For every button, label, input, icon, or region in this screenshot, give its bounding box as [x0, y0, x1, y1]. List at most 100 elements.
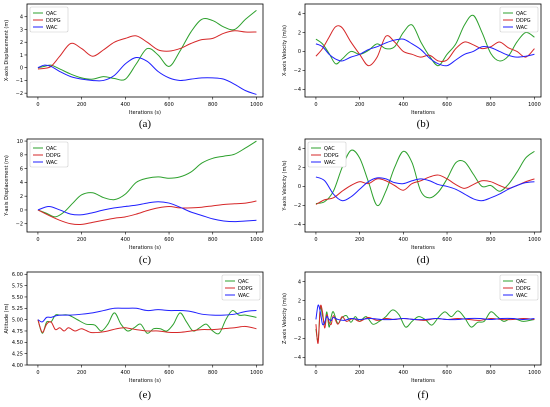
legend-label: QAC: [238, 279, 249, 285]
legend-label: DDPG: [238, 286, 253, 292]
x-tick-label: 200: [355, 237, 365, 243]
legend-label: DDPG: [324, 153, 339, 159]
y-tick-label: −2: [16, 91, 23, 97]
y-tick-label: 4: [298, 146, 301, 152]
y-tick-label: 0: [298, 49, 301, 55]
y-tick-label: 5.25: [12, 306, 23, 312]
series-line-wac: [315, 38, 535, 67]
x-tick-label: 200: [77, 102, 87, 108]
y-tick-label: 4: [298, 279, 301, 285]
x-tick-label: 1000: [528, 237, 541, 243]
legend-label: DDPG: [516, 286, 531, 292]
series-line-qac: [315, 14, 535, 67]
series-group: [37, 9, 257, 95]
y-tick-label: 5.50: [12, 295, 23, 301]
series-line-ddpg: [315, 304, 535, 344]
y-tick-label: 0: [298, 317, 301, 323]
panel-label: (d): [417, 254, 430, 266]
x-tick-label: 200: [77, 237, 87, 243]
y-tick-label: 4.75: [12, 329, 23, 335]
chart-panel-5: 0 200 400 600 800 1000 4.00 4.25 4.50 4.75 5.00 5.2…: [4, 271, 264, 401]
series-line-wac: [37, 56, 257, 95]
x-tick-label: 800: [486, 370, 496, 376]
x-tick-label: 400: [121, 237, 131, 243]
x-axis-label: Iterations: [411, 378, 435, 384]
chart-panel-1: 0 200 400 600 800 1000 −2 −1 0 1 2 3 4 Iterations (s)…: [4, 3, 264, 130]
x-tick-label: 600: [442, 102, 452, 108]
series-line-ddpg: [37, 30, 257, 70]
panel-label: (b): [417, 118, 430, 130]
x-tick-label: 600: [442, 237, 452, 243]
y-tick-label: −4: [294, 87, 301, 93]
y-tick-label: 0: [20, 65, 23, 71]
series-line-qac: [37, 140, 257, 218]
y-tick-label: 2: [298, 298, 301, 304]
y-axis-label: Altitude (m): [4, 304, 10, 334]
x-tick-label: 1000: [250, 102, 263, 108]
x-axis-label: Iterations: [411, 245, 435, 251]
y-tick-label: −2: [294, 336, 301, 342]
y-tick-label: 5.75: [12, 283, 23, 289]
legend-label: WAC: [46, 25, 58, 31]
y-tick-label: 4.25: [12, 351, 23, 357]
y-tick-label: −2: [16, 222, 23, 228]
y-tick-label: 2: [20, 40, 23, 46]
x-tick-label: 200: [77, 370, 87, 376]
y-tick-label: 5.00: [12, 317, 23, 323]
x-tick-label: 1000: [250, 237, 263, 243]
y-tick-label: −4: [294, 222, 301, 228]
y-axis-label: Y-axis Displacement (m): [4, 155, 10, 217]
series-group: [37, 307, 257, 335]
y-tick-label: 10: [17, 139, 23, 145]
legend-label: QAC: [46, 146, 57, 152]
y-axis-label: Y-axis Velocity (m/s): [282, 160, 288, 211]
series-group: [315, 14, 535, 67]
y-tick-label: 4.00: [12, 363, 23, 369]
x-tick-label: 1000: [250, 370, 263, 376]
y-tick-label: 0: [20, 208, 23, 214]
y-tick-label: −1: [16, 78, 23, 84]
chart-panel-3: 0 200 400 600 800 1000 −2 0 2 4 6 8 10 Iterations (s)…: [4, 138, 264, 266]
x-axis-label: Iterations (s): [129, 378, 161, 384]
x-axis-label: Iterations: [411, 110, 435, 116]
series-line-qac: [315, 149, 535, 207]
x-tick-label: 600: [164, 102, 174, 108]
x-tick-label: 0: [36, 237, 39, 243]
series-group: [315, 304, 535, 344]
x-tick-label: 800: [208, 370, 218, 376]
y-tick-label: 4: [20, 180, 23, 186]
x-tick-label: 0: [314, 102, 317, 108]
x-tick-label: 400: [121, 102, 131, 108]
y-axis-label: Z-axis Velocity (m/s): [282, 293, 288, 344]
y-tick-label: 4: [298, 11, 301, 17]
legend-label: WAC: [516, 293, 528, 299]
y-tick-label: 4.50: [12, 340, 23, 346]
x-tick-label: 200: [355, 102, 365, 108]
x-tick-label: 600: [164, 370, 174, 376]
x-tick-label: 0: [36, 370, 39, 376]
x-tick-label: 400: [121, 370, 131, 376]
series-line-wac: [315, 304, 535, 326]
series-group: [37, 140, 257, 226]
y-tick-label: 2: [298, 165, 301, 171]
y-tick-label: 3: [20, 27, 23, 33]
y-tick-label: 2: [20, 194, 23, 200]
series-line-qac: [37, 9, 257, 81]
panel-label: (a): [139, 118, 152, 130]
x-tick-label: 0: [314, 370, 317, 376]
x-tick-label: 800: [486, 237, 496, 243]
x-tick-label: 200: [355, 370, 365, 376]
legend-label: DDPG: [46, 153, 61, 159]
y-axis-label: X-axis Velocity (m/s): [282, 25, 288, 76]
x-axis-label: Iterations (s): [129, 245, 161, 251]
series-group: [315, 149, 535, 207]
x-tick-label: 800: [208, 102, 218, 108]
y-tick-label: −2: [294, 203, 301, 209]
x-tick-label: 1000: [528, 102, 541, 108]
y-tick-label: 4: [20, 15, 23, 21]
legend-label: WAC: [516, 25, 528, 31]
series-line-wac: [37, 307, 257, 323]
